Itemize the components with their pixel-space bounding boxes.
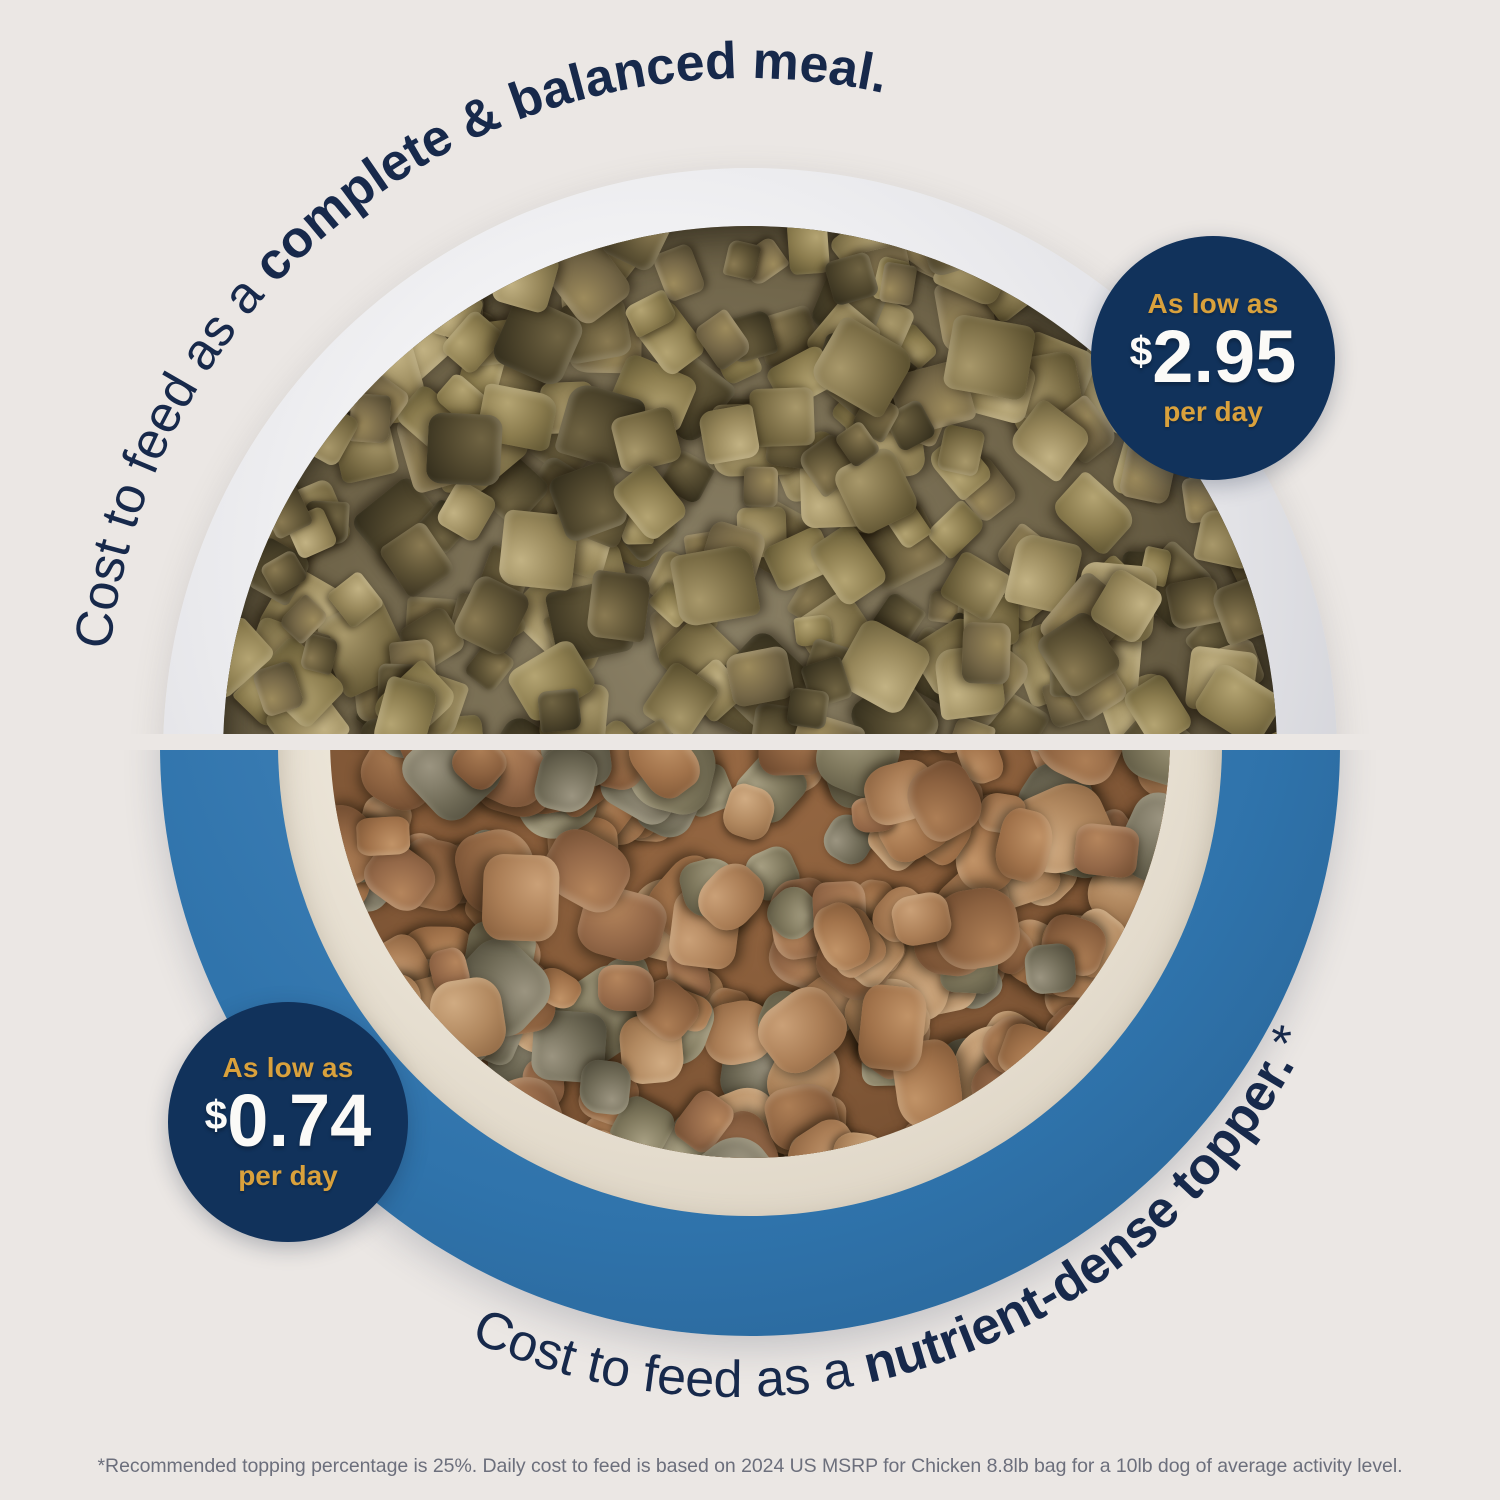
badge-currency-symbol: $ — [204, 1091, 228, 1138]
badge-as-low-as-label: As low as — [1147, 287, 1279, 319]
bottom-headline-bold: nutrient-dense topper. — [858, 1042, 1306, 1395]
bottom-headline-curved: Cost to feed as a nutrient-dense topper.… — [0, 740, 1500, 1440]
badge-price: $2.95 — [1129, 314, 1297, 398]
top-headline-bold: complete & balanced meal. — [242, 32, 893, 293]
bottom-bowl-interior — [278, 750, 1222, 1216]
badge-per-day-label: per day — [238, 1160, 338, 1192]
kibble-food-area — [330, 750, 1170, 1158]
bottom-bowl-region — [0, 750, 1500, 1440]
top-headline-regular: Cost to feed as a — [64, 254, 284, 652]
badge-price: $0.74 — [204, 1078, 372, 1162]
top-headline-curved: Cost to feed as a complete & balanced me… — [64, 32, 893, 652]
svg-text:Cost to feed as a complete & b: Cost to feed as a complete & balanced me… — [64, 32, 893, 652]
price-badge-complete-meal[interactable]: As low as $2.95 per day — [1091, 236, 1335, 480]
section-divider — [0, 734, 1500, 752]
price-badge-topper[interactable]: As low as $0.74 per day — [168, 1002, 408, 1242]
svg-text:Cost to feed as a nutrient-den: Cost to feed as a nutrient-dense topper.… — [465, 1017, 1320, 1409]
badge-as-low-as-label: As low as — [222, 1051, 354, 1083]
badge-currency-symbol: $ — [1129, 327, 1153, 374]
badge-price-amount: 0.74 — [227, 1078, 372, 1162]
footnote-disclaimer: *Recommended topping percentage is 25%. … — [97, 1455, 1403, 1477]
bottom-headline-regular: Cost to feed as a — [465, 1298, 871, 1409]
badge-per-day-label: per day — [1163, 396, 1263, 428]
badge-price-amount: 2.95 — [1152, 314, 1297, 398]
